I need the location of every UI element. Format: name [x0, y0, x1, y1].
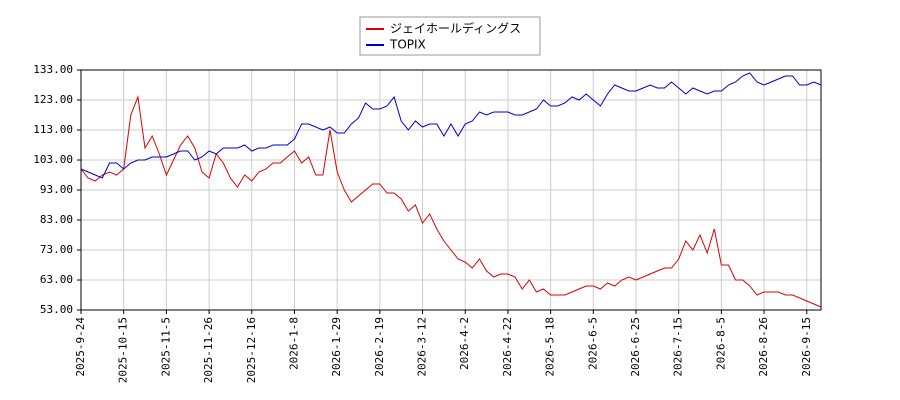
series-line: [80, 72, 822, 179]
legend: ジェイホールディングス TOPIX: [359, 16, 541, 56]
y-tick-label: 133.00: [33, 63, 73, 76]
x-tick-label: 2025-12-16: [245, 317, 258, 383]
y-tick-label: 53.00: [40, 303, 73, 316]
x-tick-label: 2025-11-5: [159, 317, 172, 377]
y-tick-label: 103.00: [33, 153, 73, 166]
x-tick-label: 2025-11-26: [202, 317, 215, 383]
y-tick-label: 83.00: [40, 213, 73, 226]
x-tick-label: 2026-1-29: [330, 317, 343, 377]
x-tick-label: 2026-4-2: [458, 317, 471, 370]
x-tick-label: 2026-1-8: [287, 317, 300, 370]
x-tick-label: 2025-9-24: [74, 317, 87, 377]
x-tick-label: 2026-6-5: [586, 317, 599, 370]
y-tick-label: 113.00: [33, 123, 73, 136]
y-tick-label: 93.00: [40, 183, 73, 196]
y-tick-label: 123.00: [33, 93, 73, 106]
x-tick-label: 2026-7-15: [672, 317, 685, 377]
plot-frame: [80, 69, 822, 311]
legend-label: ジェイホールディングス: [390, 21, 521, 36]
x-tick-label: 2026-2-19: [373, 317, 386, 377]
x-tick-label: 2026-9-15: [800, 317, 813, 377]
x-tick-label: 2026-8-26: [757, 317, 770, 377]
x-tick-label: 2026-8-5: [714, 317, 727, 370]
x-tick-label: 2026-5-18: [544, 317, 557, 377]
x-tick-label: 2026-3-12: [416, 317, 429, 377]
series-line: [80, 95, 822, 308]
x-tick-label: 2026-4-22: [501, 317, 514, 377]
y-tick-label: 73.00: [40, 243, 73, 256]
legend-box: [359, 16, 541, 56]
legend-label: TOPIX: [389, 38, 426, 52]
y-tick-label: 63.00: [40, 273, 73, 286]
x-tick-label: 2025-10-15: [117, 317, 130, 383]
x-tick-label: 2026-6-25: [629, 317, 642, 377]
